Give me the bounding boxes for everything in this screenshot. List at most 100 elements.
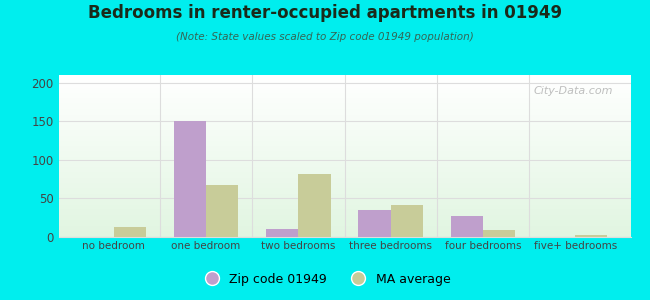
Bar (58, 218, 630, 219)
Bar (58, 125, 630, 126)
Bar (58, 183, 630, 184)
Bar (58, 85, 630, 86)
Bar (58, 175, 630, 176)
Bar (58, 88, 630, 89)
Bar (58, 197, 630, 198)
Bar (58, 227, 630, 228)
Bar (58, 145, 630, 146)
Bar (266, 229, 298, 237)
Bar (58, 154, 630, 155)
Bar (58, 198, 630, 199)
Bar (58, 112, 630, 113)
Bar (58, 213, 630, 214)
Bar (58, 217, 630, 218)
Bar (58, 176, 630, 177)
Bar (58, 144, 630, 145)
Text: City-Data.com: City-Data.com (534, 86, 614, 96)
Bar (58, 80, 630, 81)
Bar (58, 134, 630, 135)
Bar (58, 137, 630, 138)
Bar (58, 162, 630, 163)
Bar (58, 91, 630, 92)
Bar (58, 181, 630, 182)
Bar (58, 228, 630, 229)
Bar (58, 229, 630, 230)
Bar (58, 111, 630, 112)
Bar (58, 150, 630, 151)
Bar (58, 202, 630, 203)
Bar (58, 85, 630, 86)
Bar (58, 155, 630, 156)
Bar (58, 147, 630, 148)
Bar (58, 185, 630, 186)
Bar (58, 101, 630, 102)
Bar (58, 105, 630, 106)
Bar (58, 86, 630, 87)
Bar (58, 224, 630, 225)
Bar (58, 158, 630, 159)
Bar (58, 92, 630, 93)
Bar (58, 107, 630, 108)
Bar (58, 114, 630, 115)
Bar (58, 156, 630, 157)
Bar (58, 171, 630, 172)
Bar (58, 136, 630, 137)
Bar (58, 90, 630, 91)
Bar (58, 177, 630, 178)
Bar (58, 89, 630, 90)
Bar (206, 185, 239, 237)
Bar (58, 219, 630, 220)
Bar (58, 216, 630, 217)
Bar (58, 130, 630, 131)
Bar (58, 235, 630, 236)
Bar (58, 211, 630, 212)
Bar (58, 232, 630, 233)
Bar (58, 205, 630, 206)
Bar (58, 193, 630, 194)
Bar (58, 206, 630, 207)
Bar (58, 116, 630, 117)
Bar (58, 231, 630, 232)
Bar (58, 124, 630, 125)
Bar (58, 169, 630, 170)
Bar (58, 204, 630, 205)
Bar (58, 210, 630, 211)
Bar (58, 188, 630, 189)
Bar (58, 207, 630, 208)
Bar (58, 233, 630, 234)
Bar (58, 95, 630, 96)
Bar (58, 149, 630, 150)
Bar (58, 196, 630, 197)
Bar (58, 180, 630, 181)
Bar (58, 117, 630, 118)
Bar (298, 174, 331, 237)
Bar (58, 199, 630, 200)
Bar (58, 223, 630, 224)
Bar (58, 75, 630, 76)
Bar (58, 109, 630, 110)
Bar (58, 168, 630, 169)
Bar (58, 157, 630, 158)
Bar (174, 121, 206, 237)
Bar (58, 234, 630, 235)
Bar (58, 106, 630, 107)
Bar (58, 77, 630, 78)
Bar (58, 131, 630, 132)
Bar (58, 78, 630, 79)
Bar (58, 123, 630, 124)
Bar (58, 221, 630, 222)
Bar (58, 212, 630, 213)
Bar (58, 166, 630, 167)
Bar (58, 133, 630, 134)
Text: (Note: State values scaled to Zip code 01949 population): (Note: State values scaled to Zip code 0… (176, 32, 474, 41)
Bar (58, 126, 630, 127)
Bar (58, 209, 630, 210)
Bar (58, 203, 630, 204)
Bar (58, 208, 630, 209)
Bar (58, 160, 630, 161)
Bar (58, 122, 630, 123)
Bar (58, 82, 630, 83)
Bar (58, 164, 630, 165)
Bar (58, 143, 630, 144)
Bar (58, 173, 630, 174)
